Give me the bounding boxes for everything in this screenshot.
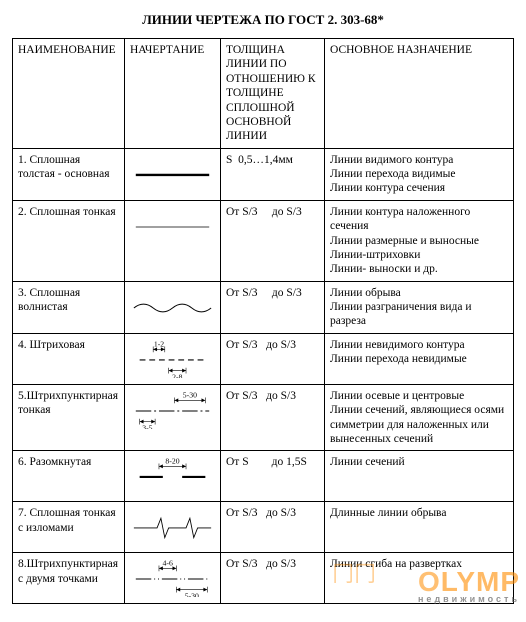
purpose-line: Линии перехода невидимые <box>330 352 508 366</box>
table-row: 6. Разомкнутая 8-20 От S до 1,5S Линии сеч… <box>13 451 514 502</box>
cell-name: 7. Сплошная тонкая с изломами <box>13 502 125 553</box>
svg-text:3-5: 3-5 <box>142 423 152 429</box>
svg-text:2-8: 2-8 <box>172 372 182 378</box>
purpose-line: Линии контура наложенного сечения <box>330 205 508 234</box>
cell-thickness: От S/3 до S/3 <box>221 384 325 451</box>
col-name: НАИМЕНОВАНИЕ <box>13 39 125 149</box>
cell-purpose: Линии осевые и центровыеЛинии сечений, я… <box>325 384 514 451</box>
cell-thickness: S 0,5…1,4мм <box>221 148 325 200</box>
line-sample: 5-30 3-5 <box>130 389 215 431</box>
table-row: 1. Сплошная толстая - основная S 0,5…1,4м… <box>13 148 514 200</box>
cell-depiction: 5-30 3-5 <box>125 384 221 451</box>
cell-depiction: 1-2 2-8 <box>125 333 221 384</box>
cell-name: 1. Сплошная толстая - основная <box>13 148 125 200</box>
purpose-line: Линии-штриховки <box>330 248 508 262</box>
col-purpose: ОСНОВНОЕ НАЗНАЧЕНИЕ <box>325 39 514 149</box>
table-row: 2. Сплошная тонкая От S/3 до S/3Линии кон… <box>13 200 514 281</box>
purpose-line: Линии- выноски и др. <box>330 262 508 276</box>
line-sample <box>130 286 215 328</box>
table-header-row: НАИМЕНОВАНИЕ НАЧЕРТАНИЕ ТОЛЩИНА ЛИНИИ ПО… <box>13 39 514 149</box>
cell-name: 2. Сплошная тонкая <box>13 200 125 281</box>
svg-text:1-2: 1-2 <box>154 340 164 348</box>
cell-purpose: Линии видимого контураЛинии перехода вид… <box>325 148 514 200</box>
page: ЛИНИИ ЧЕРТЕЖА ПО ГОСТ 2. 303-68* НАИМЕНО… <box>0 0 526 622</box>
purpose-line: Линии разграничения вида и разреза <box>330 300 508 329</box>
cell-thickness: От S/3 до S/3 <box>221 502 325 553</box>
purpose-line: Линии осевые и центровые <box>330 389 508 403</box>
page-title: ЛИНИИ ЧЕРТЕЖА ПО ГОСТ 2. 303-68* <box>12 12 514 28</box>
cell-thickness: От S/3 до S/3 <box>221 200 325 281</box>
cell-purpose: Линии сечений <box>325 451 514 502</box>
cell-depiction <box>125 281 221 333</box>
svg-text:8-20: 8-20 <box>165 457 179 465</box>
cell-name: 4. Штриховая <box>13 333 125 384</box>
col-depiction: НАЧЕРТАНИЕ <box>125 39 221 149</box>
purpose-line: Линии невидимого контура <box>330 338 508 352</box>
cell-thickness: От S/3 до S/3 <box>221 553 325 604</box>
cell-purpose: Линии контура наложенного сеченияЛинии р… <box>325 200 514 281</box>
cell-thickness: От S/3 до S/3 <box>221 333 325 384</box>
cell-purpose: Линии обрываЛинии разграничения вида и р… <box>325 281 514 333</box>
col-thickness: ТОЛЩИНА ЛИНИИ ПО ОТНОШЕНИЮ К ТОЛЩИНЕ СПЛ… <box>221 39 325 149</box>
line-sample <box>130 205 215 247</box>
cell-name: 6. Разомкнутая <box>13 451 125 502</box>
line-sample <box>130 153 215 195</box>
purpose-line: Линии размерные и выносные <box>330 234 508 248</box>
cell-thickness: От S до 1,5S <box>221 451 325 502</box>
cell-thickness: От S/3 до S/3 <box>221 281 325 333</box>
purpose-line: Линии контура сечения <box>330 181 508 195</box>
cell-purpose: Линии невидимого контураЛинии перехода н… <box>325 333 514 384</box>
svg-text:4-6: 4-6 <box>163 559 173 567</box>
purpose-line: Линии перехода видимые <box>330 167 508 181</box>
cell-depiction <box>125 148 221 200</box>
cell-depiction <box>125 200 221 281</box>
cell-name: 8.Штрихпунктирная с двумя точками <box>13 553 125 604</box>
table-row: 3. Сплошная волнистаяОт S/3 до S/3Линии … <box>13 281 514 333</box>
gost-lines-table: НАИМЕНОВАНИЕ НАЧЕРТАНИЕ ТОЛЩИНА ЛИНИИ ПО… <box>12 38 514 604</box>
table-row: 4. Штриховая 1-2 2-8От S/3 до S/3Линии н… <box>13 333 514 384</box>
line-sample: 8-20 <box>130 455 215 497</box>
cell-name: 5.Штрихпунктирная тонкая <box>13 384 125 451</box>
cell-depiction: 4-6 5-30 <box>125 553 221 604</box>
cell-depiction <box>125 502 221 553</box>
table-row: 5.Штрихпунктирная тонкая 5-30 3-5От S/3 … <box>13 384 514 451</box>
table-row: 7. Сплошная тонкая с изломами От S/3 до S… <box>13 502 514 553</box>
cell-name: 3. Сплошная волнистая <box>13 281 125 333</box>
svg-text:5-30: 5-30 <box>185 592 199 598</box>
svg-text:5-30: 5-30 <box>183 391 197 399</box>
line-sample: 1-2 2-8 <box>130 338 215 380</box>
purpose-line: Линии обрыва <box>330 286 508 300</box>
purpose-line: Линии видимого контура <box>330 153 508 167</box>
purpose-line: Линии сечений <box>330 455 508 469</box>
purpose-line: Длинные линии обрыва <box>330 506 508 520</box>
line-sample: 4-6 5-30 <box>130 557 215 599</box>
line-sample <box>130 506 215 548</box>
table-row: 8.Штрихпунктирная с двумя точками 4-6 5-… <box>13 553 514 604</box>
watermark-icon: ⼌⼌ <box>332 556 376 588</box>
cell-purpose: Длинные линии обрыва <box>325 502 514 553</box>
cell-depiction: 8-20 <box>125 451 221 502</box>
purpose-line: Линии сечений, являющиеся осями симметри… <box>330 403 508 446</box>
